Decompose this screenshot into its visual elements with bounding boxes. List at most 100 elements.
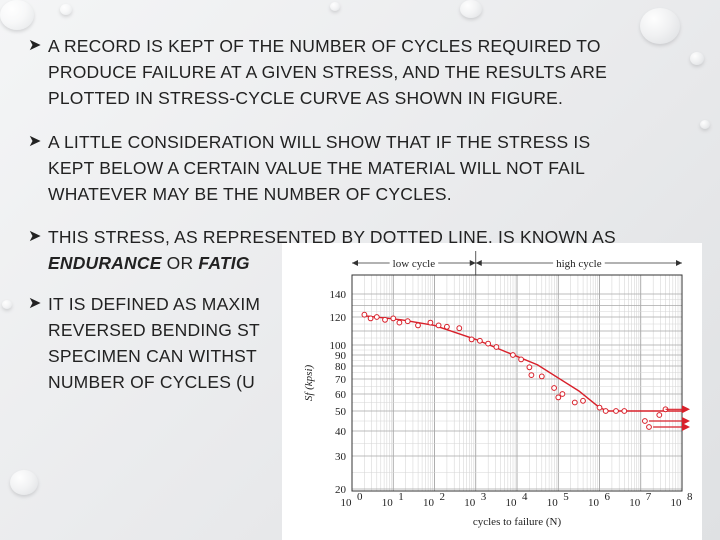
chart-frame — [351, 274, 683, 492]
x-tick-exponent: 7 — [646, 491, 652, 503]
data-point — [373, 314, 380, 320]
data-point — [510, 352, 516, 358]
bullet-1-line-3: PLOTTED IN STRESS-CYCLE CURVE AS SHOWN I… — [48, 88, 564, 108]
bullet-2-line-3: WHATEVER MAY BE THE NUMBER OF CYCLES. — [48, 184, 452, 204]
arrow-bullet-icon: ➤ — [28, 133, 42, 150]
water-drop-decoration — [60, 4, 72, 15]
data-point — [621, 408, 628, 414]
x-tick-labels: 10 0 10 1 10 2 10 3 10 4 10 5 10 6 10 7 10 8 — [341, 491, 694, 509]
x-tick-label: 10 — [464, 497, 476, 509]
bullet-2: ➤ A LITTLE CONSIDERATION WILL SHOW THAT … — [28, 129, 688, 207]
arrow-bullet-icon: ➤ — [28, 295, 42, 312]
runout-arrows — [649, 405, 690, 431]
y-tick-label: 60 — [335, 389, 347, 401]
data-point — [396, 319, 403, 326]
y-tick-label: 90 — [335, 350, 347, 362]
y-tick-label: 120 — [330, 312, 347, 324]
arrow-bullet-icon: ➤ — [28, 37, 42, 54]
bullet-3-line-1: THIS STRESS, AS REPRESENTED BY DOTTED LI… — [48, 227, 616, 247]
x-tick-exponent: 8 — [687, 491, 693, 503]
x-tick-exponent: 1 — [398, 491, 404, 503]
data-point — [526, 364, 533, 371]
x-tick-label: 10 — [671, 497, 683, 509]
data-point — [404, 318, 411, 325]
bullet-3: ➤ THIS STRESS, AS REPRESENTED BY DOTTED … — [28, 224, 688, 276]
x-tick-label: 10 — [506, 497, 518, 509]
bullet-4-line-1: IT IS DEFINED AS MAXIM — [48, 294, 261, 314]
water-drop-decoration — [690, 52, 704, 65]
data-point — [642, 418, 648, 424]
y-tick-label: 100 — [330, 340, 347, 352]
runout-arrow-head — [682, 417, 690, 425]
region-label-high-cycle: high cycle — [556, 258, 602, 270]
data-point — [555, 394, 562, 401]
y-axis-label: Sf (kpsi) — [303, 364, 315, 401]
y-tick-label: 70 — [335, 374, 347, 386]
data-point — [528, 372, 535, 379]
data-point — [444, 323, 450, 330]
data-point — [485, 340, 492, 347]
bullet-1: ➤ A RECORD IS KEPT OF THE NUMBER OF CYCL… — [28, 33, 688, 111]
y-tick-label: 80 — [335, 361, 347, 373]
data-point — [456, 325, 463, 332]
data-point — [602, 408, 609, 414]
data-point — [559, 391, 566, 397]
runout-arrow-head — [682, 423, 690, 431]
data-point — [493, 344, 500, 350]
region-arrowhead — [352, 260, 358, 266]
runout-arrow-head — [682, 405, 690, 414]
x-tick-label: 10 — [341, 497, 353, 509]
data-point — [468, 336, 475, 343]
sn-curve-figure: 20 30 40 50 60 70 80 90 100 120 140 10 0 10 1 10 2 10 3 10… — [282, 243, 702, 540]
data-point — [518, 356, 525, 363]
water-drop-decoration — [0, 0, 34, 30]
x-tick-exponent: 2 — [440, 491, 446, 503]
bullet-4-line-4: NUMBER OF CYCLES (U — [48, 372, 256, 392]
data-point — [571, 399, 578, 406]
region-arrowhead — [676, 260, 682, 266]
y-tick-label: 30 — [335, 451, 347, 463]
bullet-2-line-2: KEPT BELOW A CERTAIN VALUE THE MATERIAL … — [48, 158, 586, 178]
region-labels: low cycle high cycle — [352, 251, 682, 275]
data-point — [367, 315, 374, 322]
data-point — [538, 373, 545, 380]
bullet-4-line-2: REVERSED BENDING ST — [48, 320, 260, 340]
x-tick-label: 10 — [588, 497, 600, 509]
chart-grid — [351, 275, 683, 491]
region-arrowhead — [475, 260, 482, 266]
bullet-1-line-2: PRODUCE FAILURE AT A GIVEN STRESS, AND T… — [48, 62, 607, 82]
x-axis-label: cycles to failure (N) — [473, 516, 562, 528]
data-point — [382, 316, 388, 323]
region-label-background — [553, 258, 605, 270]
water-drop-decoration — [10, 470, 38, 495]
data-point — [596, 404, 603, 411]
bullet-2-line-1: A LITTLE CONSIDERATION WILL SHOW THAT IF… — [48, 132, 591, 152]
data-point — [646, 424, 652, 430]
y-tick-label: 50 — [335, 406, 347, 418]
data-points — [361, 311, 669, 430]
water-drop-decoration — [640, 8, 680, 44]
data-point — [361, 311, 368, 318]
x-tick-label: 10 — [382, 497, 394, 509]
data-point — [435, 322, 442, 329]
water-drop-decoration — [2, 300, 12, 309]
y-tick-label: 20 — [335, 484, 347, 496]
data-point — [477, 337, 483, 344]
x-tick-label: 10 — [547, 497, 559, 509]
data-point — [390, 315, 397, 322]
bullet-1-line-1: A RECORD IS KEPT OF THE NUMBER OF CYCLES… — [48, 36, 601, 56]
x-tick-exponent: 3 — [481, 491, 487, 503]
data-point — [613, 408, 619, 414]
bullet-4-line-3: SPECIMEN CAN WITHST — [48, 346, 257, 366]
data-point — [580, 397, 586, 404]
plot-border — [351, 274, 683, 492]
bullet-3-connector: OR — [161, 253, 199, 273]
water-drop-decoration — [460, 0, 482, 18]
x-tick-exponent: 5 — [563, 491, 569, 503]
region-arrowhead — [469, 260, 476, 266]
water-drop-decoration — [330, 2, 340, 11]
arrow-bullet-icon: ➤ — [28, 228, 42, 245]
x-tick-label: 10 — [629, 497, 641, 509]
